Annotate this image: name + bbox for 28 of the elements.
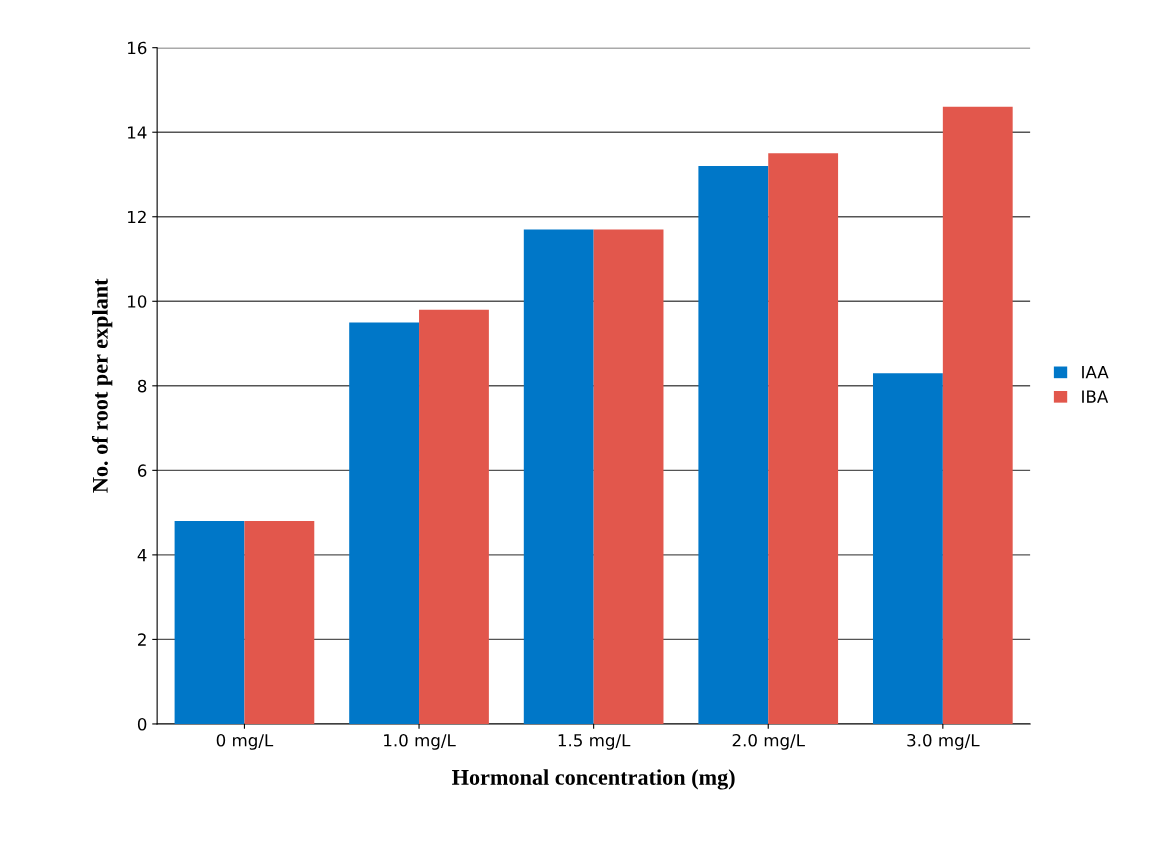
bar [873,373,943,724]
y-tick-label: 2 [138,633,146,646]
bar [523,229,594,724]
bar [698,166,769,724]
y-tick-label: 6 [137,464,147,477]
legend-label: IAA [1082,366,1109,379]
x-tick-label: 2.0 mg/L [732,733,805,750]
bar [768,153,839,724]
x-tick-label: 3.0 mg/L [907,733,980,750]
y-tick-label: 12 [128,210,146,224]
bar [349,322,420,724]
bar [419,309,489,724]
bar [174,521,245,724]
x-tick-label: 1.0 mg/L [384,733,456,750]
legend-label: IBA [1082,390,1109,403]
y-axis-title: No. of root per explant [91,278,113,493]
y-tick-label: 10 [128,295,147,308]
x-tick-label: 1.5 mg/L [558,734,631,750]
x-axis-title: Hormonal concentration (mg) [452,769,735,790]
y-tick-label: 8 [137,379,147,393]
y-tick-label: 0 [137,717,147,731]
bar [244,521,315,724]
bar [942,106,1013,724]
y-tick-label: 16 [128,41,147,55]
y-tick-label: 4 [137,549,147,562]
x-tick-label: 0 mg/L [216,733,274,750]
y-tick-label: 14 [128,126,147,139]
bar [593,229,664,724]
